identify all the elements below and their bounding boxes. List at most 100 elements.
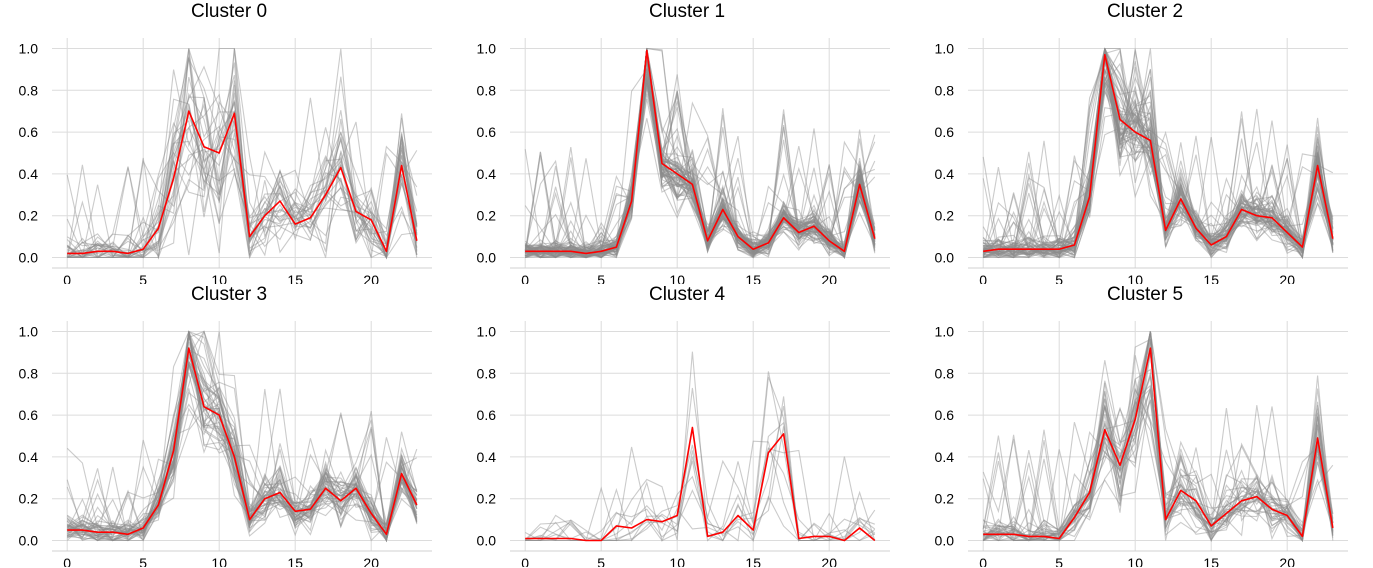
member-series-line <box>524 75 876 256</box>
member-series-line <box>983 382 1334 542</box>
member-series-line <box>67 391 418 543</box>
member-series-line <box>525 405 876 542</box>
member-series-line <box>67 335 418 543</box>
chart-title: Cluster 2 <box>1106 1 1184 22</box>
member-series-line <box>982 386 1334 542</box>
x-tick-label: 5 <box>139 272 147 284</box>
member-series-line <box>67 47 418 259</box>
member-series-line <box>983 48 1334 255</box>
member-series-line <box>66 48 418 259</box>
member-series-line <box>66 403 418 539</box>
cluster-panel-5: Cluster 5 0.0 0.2 0.4 0.6 0.8 1.0 0 5 10 15 20 <box>916 283 1373 567</box>
member-series-line <box>983 69 1334 254</box>
member-series-line <box>982 112 1334 259</box>
x-tick-label: 10 <box>669 272 685 284</box>
cluster-panel-0: Cluster 0 0.0 0.2 0.4 0.6 0.8 1.0 0 5 10 15 20 <box>0 0 458 284</box>
member-series-line <box>983 57 1334 254</box>
y-tick-label: 0.2 <box>19 208 39 224</box>
member-series-line <box>524 48 876 259</box>
member-series-line <box>66 76 418 259</box>
member-series-line <box>525 48 876 259</box>
member-series-line <box>982 387 1334 543</box>
member-series-line <box>525 60 876 254</box>
member-series-line <box>525 48 876 254</box>
member-series-line <box>983 48 1334 259</box>
chart-title: Cluster 4 <box>648 284 726 305</box>
member-series-line <box>67 109 418 259</box>
member-series-line <box>983 48 1334 258</box>
member-series-line <box>66 48 418 258</box>
member-series-line <box>67 360 418 541</box>
member-series-line <box>524 79 876 259</box>
y-tick-label: 0.8 <box>935 365 955 381</box>
member-series-line <box>983 48 1334 253</box>
y-tick-label: 0.4 <box>19 166 39 182</box>
member-series-line <box>67 331 418 538</box>
member-series-line <box>67 330 418 542</box>
member-series-line <box>982 331 1334 538</box>
member-series-line <box>524 68 876 258</box>
member-series-line <box>66 69 418 259</box>
y-tick-label: 0.6 <box>477 407 497 423</box>
member-series-line <box>524 48 876 259</box>
member-series-line <box>525 371 876 542</box>
member-series-line <box>525 387 875 542</box>
x-tick-label: 15 <box>745 272 761 284</box>
y-tick-label: 1.0 <box>935 40 955 56</box>
x-tick-label: 5 <box>1055 555 1063 567</box>
member-series-line <box>982 48 1334 259</box>
member-series-line <box>524 48 876 258</box>
x-tick-label: 0 <box>979 555 987 567</box>
member-series-line <box>982 56 1334 255</box>
y-tick-label: 1.0 <box>935 323 955 339</box>
chart-title: Cluster 0 <box>190 1 268 22</box>
y-tick-label: 0.4 <box>477 449 497 465</box>
member-series-line <box>983 79 1334 259</box>
x-tick-label: 10 <box>1127 555 1143 567</box>
member-series-line <box>983 55 1334 259</box>
y-tick-label: 0.4 <box>935 449 955 465</box>
member-series-line <box>983 90 1334 253</box>
member-series-line <box>67 48 418 260</box>
member-series-line <box>66 387 418 541</box>
centroid-series-line <box>983 53 1334 253</box>
x-tick-label: 0 <box>63 272 71 284</box>
member-series-line <box>982 48 1334 257</box>
member-series-line <box>983 62 1334 257</box>
member-series-line <box>982 68 1334 258</box>
member-series-line <box>524 60 876 259</box>
member-series-line <box>524 80 876 258</box>
y-tick-label: 1.0 <box>19 323 39 339</box>
cluster-panel-4: Cluster 4 0.0 0.2 0.4 0.6 0.8 1.0 0 5 10 15 20 <box>458 283 916 567</box>
x-tick-label: 15 <box>745 555 761 567</box>
chart-title: Cluster 1 <box>648 1 726 22</box>
plot-area-1: 0.0 0.2 0.4 0.6 0.8 1.0 0 5 10 15 20 <box>477 38 890 284</box>
x-tick-label: 10 <box>211 272 227 284</box>
member-series-line <box>66 366 418 542</box>
member-series-line <box>524 48 876 259</box>
centroid-series-line <box>67 110 418 255</box>
y-tick-label: 0.0 <box>19 533 39 549</box>
member-series-line <box>67 117 418 259</box>
member-series-line <box>66 349 418 540</box>
member-series-line <box>66 331 418 543</box>
member-series-line <box>524 87 876 259</box>
plot-area-5: 0.0 0.2 0.4 0.6 0.8 1.0 0 5 10 15 20 <box>935 321 1348 567</box>
member-series-line <box>525 47 876 257</box>
member-series-line <box>983 48 1334 254</box>
member-series-line <box>525 48 876 259</box>
x-tick-label: 15 <box>1203 555 1219 567</box>
member-series-line <box>983 48 1334 259</box>
y-tick-label: 0.2 <box>477 491 497 507</box>
member-series-line <box>67 331 418 541</box>
member-series-line <box>983 49 1334 259</box>
member-series-line <box>66 350 418 542</box>
x-tick-label: 0 <box>521 555 529 567</box>
member-series-line <box>525 48 876 259</box>
member-series-line <box>525 118 876 259</box>
member-series-line <box>524 48 876 259</box>
member-series-line <box>524 68 876 259</box>
member-series-line <box>66 48 418 259</box>
member-series-line <box>66 75 418 259</box>
